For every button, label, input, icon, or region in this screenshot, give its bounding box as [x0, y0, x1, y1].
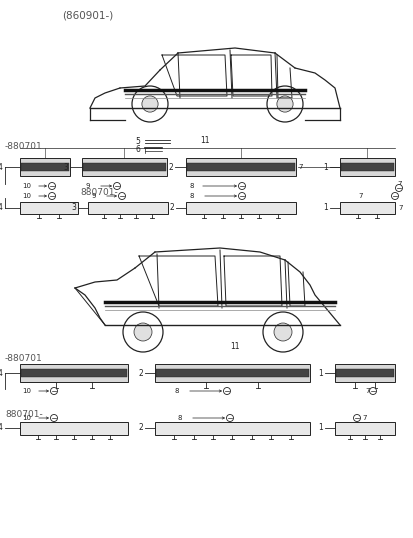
Circle shape — [50, 414, 57, 421]
Text: 1: 1 — [323, 203, 327, 213]
Circle shape — [226, 414, 233, 421]
Circle shape — [50, 387, 57, 394]
Text: -880701: -880701 — [5, 354, 43, 363]
Circle shape — [132, 86, 168, 122]
Text: 8: 8 — [178, 415, 182, 421]
Text: 2: 2 — [138, 369, 142, 378]
Circle shape — [134, 323, 152, 341]
Text: 2: 2 — [138, 423, 142, 433]
Text: 10: 10 — [22, 193, 31, 199]
Text: 1: 1 — [318, 423, 322, 433]
Bar — [21, 369, 127, 377]
Text: 1: 1 — [323, 162, 327, 172]
Text: 7: 7 — [297, 164, 302, 170]
Circle shape — [142, 96, 158, 112]
Bar — [156, 369, 308, 377]
Text: 4: 4 — [0, 162, 3, 172]
Circle shape — [48, 193, 55, 200]
Circle shape — [273, 323, 291, 341]
Bar — [88, 202, 168, 214]
Circle shape — [113, 182, 120, 189]
Text: 10: 10 — [22, 183, 31, 189]
Bar — [20, 364, 128, 382]
Bar — [20, 422, 128, 435]
Circle shape — [266, 86, 302, 122]
Bar — [82, 158, 166, 176]
Text: 880701-: 880701- — [5, 410, 43, 419]
Circle shape — [238, 182, 245, 189]
Bar — [185, 158, 295, 176]
Circle shape — [262, 312, 302, 352]
Text: 8: 8 — [190, 193, 194, 199]
Circle shape — [353, 414, 360, 421]
Bar — [20, 202, 78, 214]
Circle shape — [369, 387, 375, 394]
Circle shape — [276, 96, 292, 112]
Text: 2: 2 — [168, 162, 173, 172]
Text: 1: 1 — [318, 369, 322, 378]
Text: 4: 4 — [0, 203, 3, 213]
Text: 4: 4 — [0, 423, 3, 433]
Circle shape — [238, 193, 245, 200]
Circle shape — [118, 193, 125, 200]
Text: (860901-): (860901-) — [62, 10, 113, 20]
Bar — [21, 162, 69, 171]
Bar — [154, 422, 309, 435]
Text: 7: 7 — [364, 388, 369, 394]
Text: 6: 6 — [135, 145, 140, 154]
Bar — [339, 202, 394, 214]
Text: 7: 7 — [357, 193, 362, 199]
Bar — [334, 364, 394, 382]
Text: 880701-: 880701- — [80, 188, 117, 197]
Text: 4: 4 — [0, 369, 3, 378]
Text: 10: 10 — [22, 388, 31, 394]
Bar — [335, 369, 393, 377]
Circle shape — [223, 387, 230, 394]
Text: 7: 7 — [361, 415, 366, 421]
Text: 3: 3 — [63, 162, 68, 172]
Bar — [20, 158, 70, 176]
Text: -880701: -880701 — [5, 142, 43, 151]
Bar — [340, 162, 393, 171]
Text: 3: 3 — [71, 203, 76, 213]
Text: 9: 9 — [92, 193, 96, 199]
Bar — [339, 158, 394, 176]
Bar — [185, 202, 295, 214]
Text: 5: 5 — [135, 137, 140, 145]
Text: 8: 8 — [175, 388, 179, 394]
Bar — [83, 162, 166, 171]
Bar — [154, 364, 309, 382]
Text: 8: 8 — [190, 183, 194, 189]
Bar — [187, 162, 294, 171]
Text: 11: 11 — [230, 342, 239, 351]
Text: 2: 2 — [169, 203, 173, 213]
Circle shape — [391, 193, 398, 200]
Text: 7: 7 — [396, 181, 401, 187]
Circle shape — [394, 185, 401, 192]
Circle shape — [48, 182, 55, 189]
Text: 11: 11 — [200, 136, 209, 145]
Text: 9: 9 — [86, 183, 90, 189]
Text: 7: 7 — [397, 205, 401, 211]
Bar — [334, 422, 394, 435]
Circle shape — [123, 312, 163, 352]
Text: 10: 10 — [22, 415, 31, 421]
